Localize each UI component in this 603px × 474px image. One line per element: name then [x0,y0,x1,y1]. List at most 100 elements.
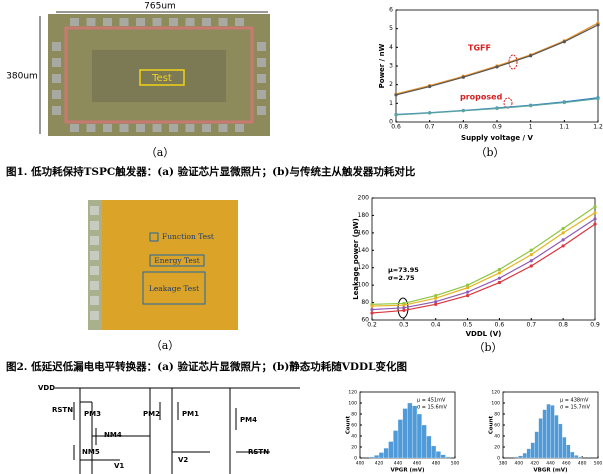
point [561,226,565,231]
y-tick-label: 3 [389,63,393,70]
annotation: σ=2.75 [388,274,415,282]
annotation: μ=73.95 [388,266,419,274]
photo-label: Leakage Test [149,284,199,293]
x-tick-label: 500 [594,461,603,467]
device-label: NM5 [82,448,100,456]
point [497,271,502,275]
pad [202,18,211,26]
x-tick-label: 0.7 [425,124,435,131]
pad [90,251,99,260]
x-tick-label: 0.6 [495,322,505,329]
y-tick-label: 6 [389,7,393,14]
device-label: PM4 [240,416,257,424]
bar [421,424,427,459]
series-line [395,24,599,96]
y-tick-label: 1 [389,100,393,107]
function-box [149,232,159,242]
point [402,303,406,307]
bar [514,456,519,459]
pad [86,18,96,26]
point [370,307,374,312]
pad [90,281,99,290]
core [92,50,226,102]
panel-label: （a） [146,146,175,159]
bar [566,444,571,459]
x-axis-label: Supply voltage / V [461,134,533,142]
pad [218,18,228,26]
y-tick-label: 100 [358,282,370,289]
point [495,106,499,111]
ring [64,26,254,124]
circuit-labels: VDD RSTN PM3 NM4 NM5 V1 PM2 PM1 V2 PM4 R… [38,384,269,470]
y-tick-label: 4 [389,44,393,51]
x-tick-label: 0.8 [558,322,568,329]
pad [136,124,145,132]
y-tick-label: 40 [494,434,500,440]
point [428,84,432,89]
bar [546,403,551,459]
pad-strip [88,200,102,330]
bar [431,445,437,459]
x-tick-label: 400 [356,461,365,467]
point [562,100,566,105]
x-tick-label: 440 [546,461,555,467]
series-line [371,206,596,305]
annotation-ring [508,54,518,70]
point [497,276,502,280]
pad [257,106,266,115]
device-label: PM3 [84,410,101,418]
bar [378,452,384,459]
bar [562,436,567,459]
bar [393,430,399,459]
bar [522,452,527,459]
y-tick-label: 200 [358,195,370,202]
point [529,253,533,257]
net-label: V2 [178,456,188,464]
y-tick-label: 100 [348,401,357,407]
x-axis-label: VDDL (V) [466,330,502,338]
x-tick-label: 400 [515,461,524,467]
pad [90,311,99,320]
photo-label: Function Test [162,232,214,241]
bar [435,451,441,459]
pad [185,18,195,26]
pad [70,18,79,26]
pad [103,18,112,26]
x-tick-label: 480 [578,461,587,467]
point [465,286,470,290]
panel-label: （b） [475,146,504,159]
point [465,290,470,294]
pad [185,124,195,132]
net-label: VDD [38,384,55,392]
x-tick-label: 0.6 [391,124,401,131]
point [495,65,499,69]
point [593,205,597,209]
stat-label: σ = 15.7mV [560,405,591,411]
bar [558,423,563,459]
pad [152,18,162,26]
panel-label: （a） [151,339,180,352]
pad [169,18,178,26]
chip-photo-1: Test [48,14,270,136]
point [529,104,533,108]
circuit [55,387,300,474]
y-tick-label: 0 [389,119,393,126]
y-axis-label: Power / nW [378,43,386,88]
annotation: proposed [460,93,503,102]
x-tick-label: 480 [432,461,441,467]
x-tick-label: 460 [562,461,571,467]
bar [445,456,451,459]
point [370,304,374,308]
y-tick-label: 80 [494,412,500,418]
height-label: 380um [6,72,38,82]
x-tick-label: 500 [451,461,460,467]
point [497,280,502,285]
point [596,97,600,101]
pad [257,58,266,67]
pad [136,18,145,26]
point [434,302,438,306]
point [593,222,597,226]
y-tick-label: 60 [351,423,357,429]
pad [202,124,211,132]
